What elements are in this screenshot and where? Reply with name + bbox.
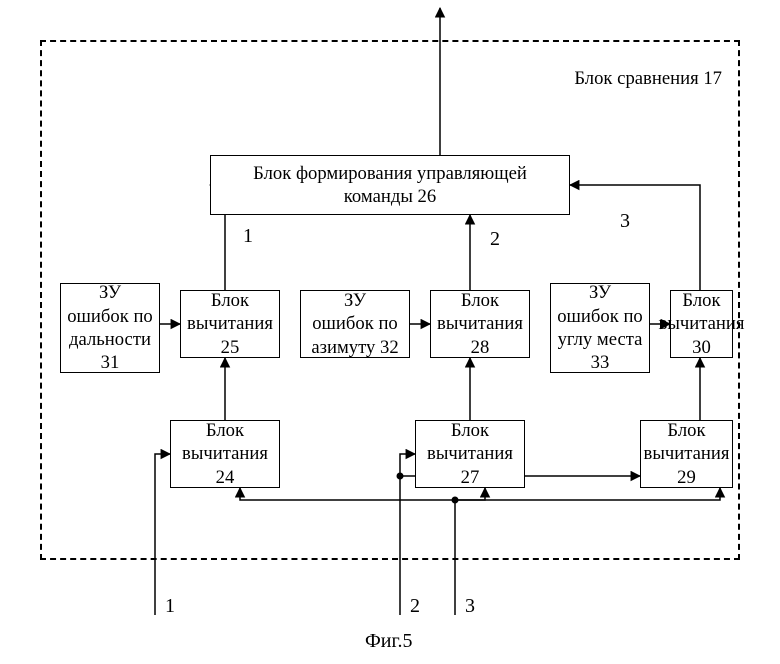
- comparison-block-container: [40, 40, 740, 560]
- figure-caption: Фиг.5: [365, 630, 412, 653]
- edge-label-3: 1: [165, 595, 175, 618]
- edge-label-5: 3: [465, 595, 475, 618]
- container-label: Блок сравнения 17: [574, 68, 722, 90]
- edge-label-4: 2: [410, 595, 420, 618]
